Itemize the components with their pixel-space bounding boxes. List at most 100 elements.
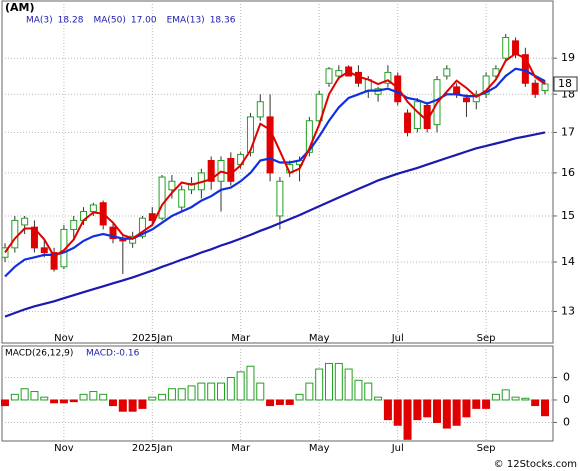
macd-bar (148, 396, 157, 401)
macd-bar (334, 362, 343, 401)
macd-bar (118, 399, 127, 412)
chart-title: (AM) (5, 1, 35, 14)
macd-bar (207, 382, 216, 401)
macd-bar (69, 399, 78, 403)
macd-bar (285, 399, 294, 405)
candle-body (40, 247, 48, 254)
macd-bar (40, 396, 49, 401)
candle-body (138, 217, 146, 237)
macd-bar (433, 399, 441, 423)
y-tick-label: 0 (563, 415, 570, 428)
candle-body (443, 68, 451, 77)
macd-bar (59, 399, 68, 404)
x-tick-label: Jul (391, 443, 404, 454)
candle-body (276, 180, 284, 217)
macd-bar (491, 393, 500, 401)
macd-bar (226, 376, 235, 401)
x-tick-label: Sep (477, 333, 496, 344)
macd-bar (413, 399, 422, 421)
y-tick-label: 0 (563, 370, 570, 383)
macd-bar (128, 399, 137, 412)
macd-bar (374, 396, 383, 401)
legend-value: 18.28 (58, 16, 84, 26)
candle-body (109, 226, 117, 240)
macd-bar (138, 399, 147, 409)
x-tick-label: 2025Jan (132, 443, 173, 454)
legend-value: 17.00 (131, 16, 157, 26)
candle-body (413, 101, 421, 130)
macd-bar (1, 399, 9, 407)
macd-bar (383, 399, 392, 421)
last-price-label: 18 (558, 77, 572, 90)
macd-bar (187, 385, 196, 401)
macd-bar (177, 388, 186, 401)
macd-bar (305, 382, 314, 401)
y-tick-label: 16 (561, 166, 575, 179)
macd-bar (79, 393, 88, 401)
x-tick-label: Nov (54, 333, 74, 344)
candle-body (188, 182, 196, 191)
macd-bar (442, 399, 451, 429)
legend-name: EMA(13) (167, 16, 205, 26)
candle-body (384, 71, 392, 84)
candle-body (178, 189, 186, 208)
candle-body (11, 219, 19, 249)
macd-bar (403, 399, 412, 440)
candle-body (453, 86, 461, 95)
candle-body (158, 176, 166, 219)
candle-body (246, 116, 254, 153)
candle-body (256, 101, 264, 118)
macd-bar (501, 389, 510, 401)
macd-bar (256, 382, 265, 401)
y-tick-label: 0 (563, 393, 570, 406)
macd-bar (10, 393, 19, 401)
watermark: © 12Stocks.com (494, 459, 577, 470)
candle-body (502, 36, 510, 59)
ma-line (4, 52, 546, 258)
macd-bar (364, 382, 373, 401)
candle-body (207, 159, 215, 182)
macd-bar (246, 365, 255, 401)
candle-body (404, 112, 412, 133)
candle-body (266, 116, 274, 174)
x-tick-label: Mar (231, 333, 251, 344)
macd-bar (521, 397, 530, 401)
y-tick-label: 19 (561, 51, 575, 64)
macd-bar (423, 399, 432, 418)
x-tick-label: Jul (391, 333, 404, 344)
macd-bar (197, 382, 206, 401)
macd-bar (482, 399, 491, 409)
macd-bar (266, 399, 275, 407)
candle-body (315, 93, 323, 122)
macd-bar (541, 399, 549, 417)
candle-body (30, 226, 38, 249)
legend-name: MA(50) (93, 16, 125, 26)
candle-body (1, 247, 9, 258)
macd-bar (158, 393, 167, 401)
x-tick-label: 2025Jan (132, 333, 173, 344)
macd-bar (315, 368, 324, 401)
candle-body (70, 219, 78, 230)
candle-body (50, 252, 58, 270)
ma-line (4, 131, 546, 318)
candle-body (541, 83, 549, 92)
candle-body (227, 157, 235, 182)
legend-name: MA(3) (26, 16, 53, 26)
y-tick-label: 15 (561, 209, 575, 222)
candle-body (21, 217, 29, 226)
macd-bar (167, 388, 176, 401)
macd-bar (393, 399, 402, 426)
macd-bar (217, 382, 225, 401)
macd-bar (20, 388, 29, 401)
y-tick-label: 14 (561, 255, 575, 268)
macd-bar (354, 379, 363, 401)
last-price-box (553, 76, 578, 92)
macd-title: MACD(26,12,9) (5, 349, 73, 359)
y-tick-label: 17 (561, 125, 575, 138)
candle-body (462, 97, 470, 103)
ma-line (4, 67, 546, 278)
x-tick-label: Mar (231, 443, 251, 454)
macd-bar (452, 399, 461, 426)
macd-bar (99, 393, 108, 401)
